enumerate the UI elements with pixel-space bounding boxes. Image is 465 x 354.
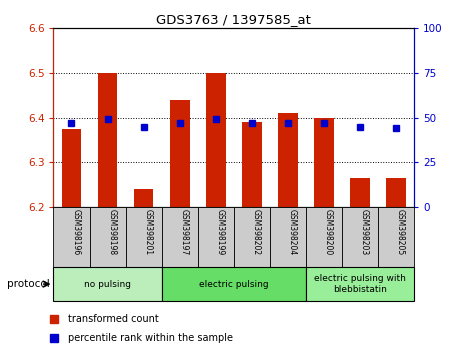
Text: GSM398201: GSM398201 xyxy=(144,209,153,255)
Bar xyxy=(198,207,233,267)
Bar xyxy=(89,207,126,267)
Bar xyxy=(162,207,198,267)
Bar xyxy=(342,207,378,267)
Text: GSM398199: GSM398199 xyxy=(216,209,225,255)
Bar xyxy=(350,178,370,207)
Bar xyxy=(170,100,190,207)
Text: GSM398197: GSM398197 xyxy=(179,209,189,255)
Bar xyxy=(314,118,334,207)
Text: electric pulsing: electric pulsing xyxy=(199,280,268,289)
Bar xyxy=(53,207,89,267)
Text: GSM398200: GSM398200 xyxy=(324,209,333,255)
Title: GDS3763 / 1397585_at: GDS3763 / 1397585_at xyxy=(156,13,311,26)
Bar xyxy=(270,207,306,267)
Bar xyxy=(206,73,226,207)
Bar xyxy=(126,207,162,267)
Text: protocol: protocol xyxy=(7,279,50,289)
Text: GSM398205: GSM398205 xyxy=(396,209,405,255)
Bar xyxy=(162,267,306,301)
Text: GSM398203: GSM398203 xyxy=(360,209,369,255)
Text: percentile rank within the sample: percentile rank within the sample xyxy=(68,333,233,343)
Bar xyxy=(306,267,414,301)
Bar xyxy=(98,73,118,207)
Bar xyxy=(242,122,262,207)
Bar xyxy=(234,207,270,267)
Bar xyxy=(278,113,298,207)
Text: no pulsing: no pulsing xyxy=(84,280,131,289)
Text: electric pulsing with
blebbistatin: electric pulsing with blebbistatin xyxy=(314,274,406,294)
Bar xyxy=(386,178,406,207)
Text: GSM398204: GSM398204 xyxy=(288,209,297,255)
Bar xyxy=(378,207,414,267)
Bar xyxy=(53,267,162,301)
Text: GSM398198: GSM398198 xyxy=(107,209,117,255)
Bar xyxy=(61,129,81,207)
Text: GSM398196: GSM398196 xyxy=(72,209,80,255)
Text: GSM398202: GSM398202 xyxy=(252,209,261,255)
Text: transformed count: transformed count xyxy=(68,314,159,324)
Bar xyxy=(133,189,153,207)
Bar xyxy=(306,207,342,267)
